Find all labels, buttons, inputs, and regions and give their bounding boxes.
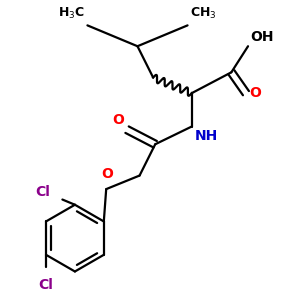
Text: NH: NH (195, 129, 218, 142)
Text: CH$_3$: CH$_3$ (190, 6, 216, 21)
Text: Cl: Cl (35, 185, 50, 199)
Text: Cl: Cl (39, 278, 53, 292)
Text: O: O (101, 167, 113, 181)
Text: O: O (112, 112, 124, 127)
Text: H$_3$C: H$_3$C (58, 6, 85, 21)
Text: O: O (249, 86, 261, 100)
Text: OH: OH (250, 30, 274, 44)
